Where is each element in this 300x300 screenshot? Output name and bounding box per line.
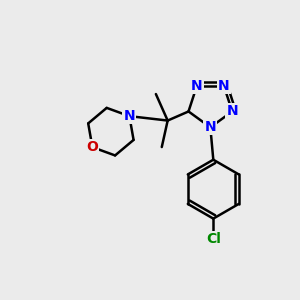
Text: O: O <box>86 140 98 154</box>
Text: Cl: Cl <box>206 232 221 246</box>
Text: N: N <box>205 120 216 134</box>
Text: N: N <box>218 79 230 93</box>
Text: N: N <box>124 109 135 123</box>
Text: N: N <box>226 104 238 118</box>
Text: N: N <box>191 79 203 93</box>
